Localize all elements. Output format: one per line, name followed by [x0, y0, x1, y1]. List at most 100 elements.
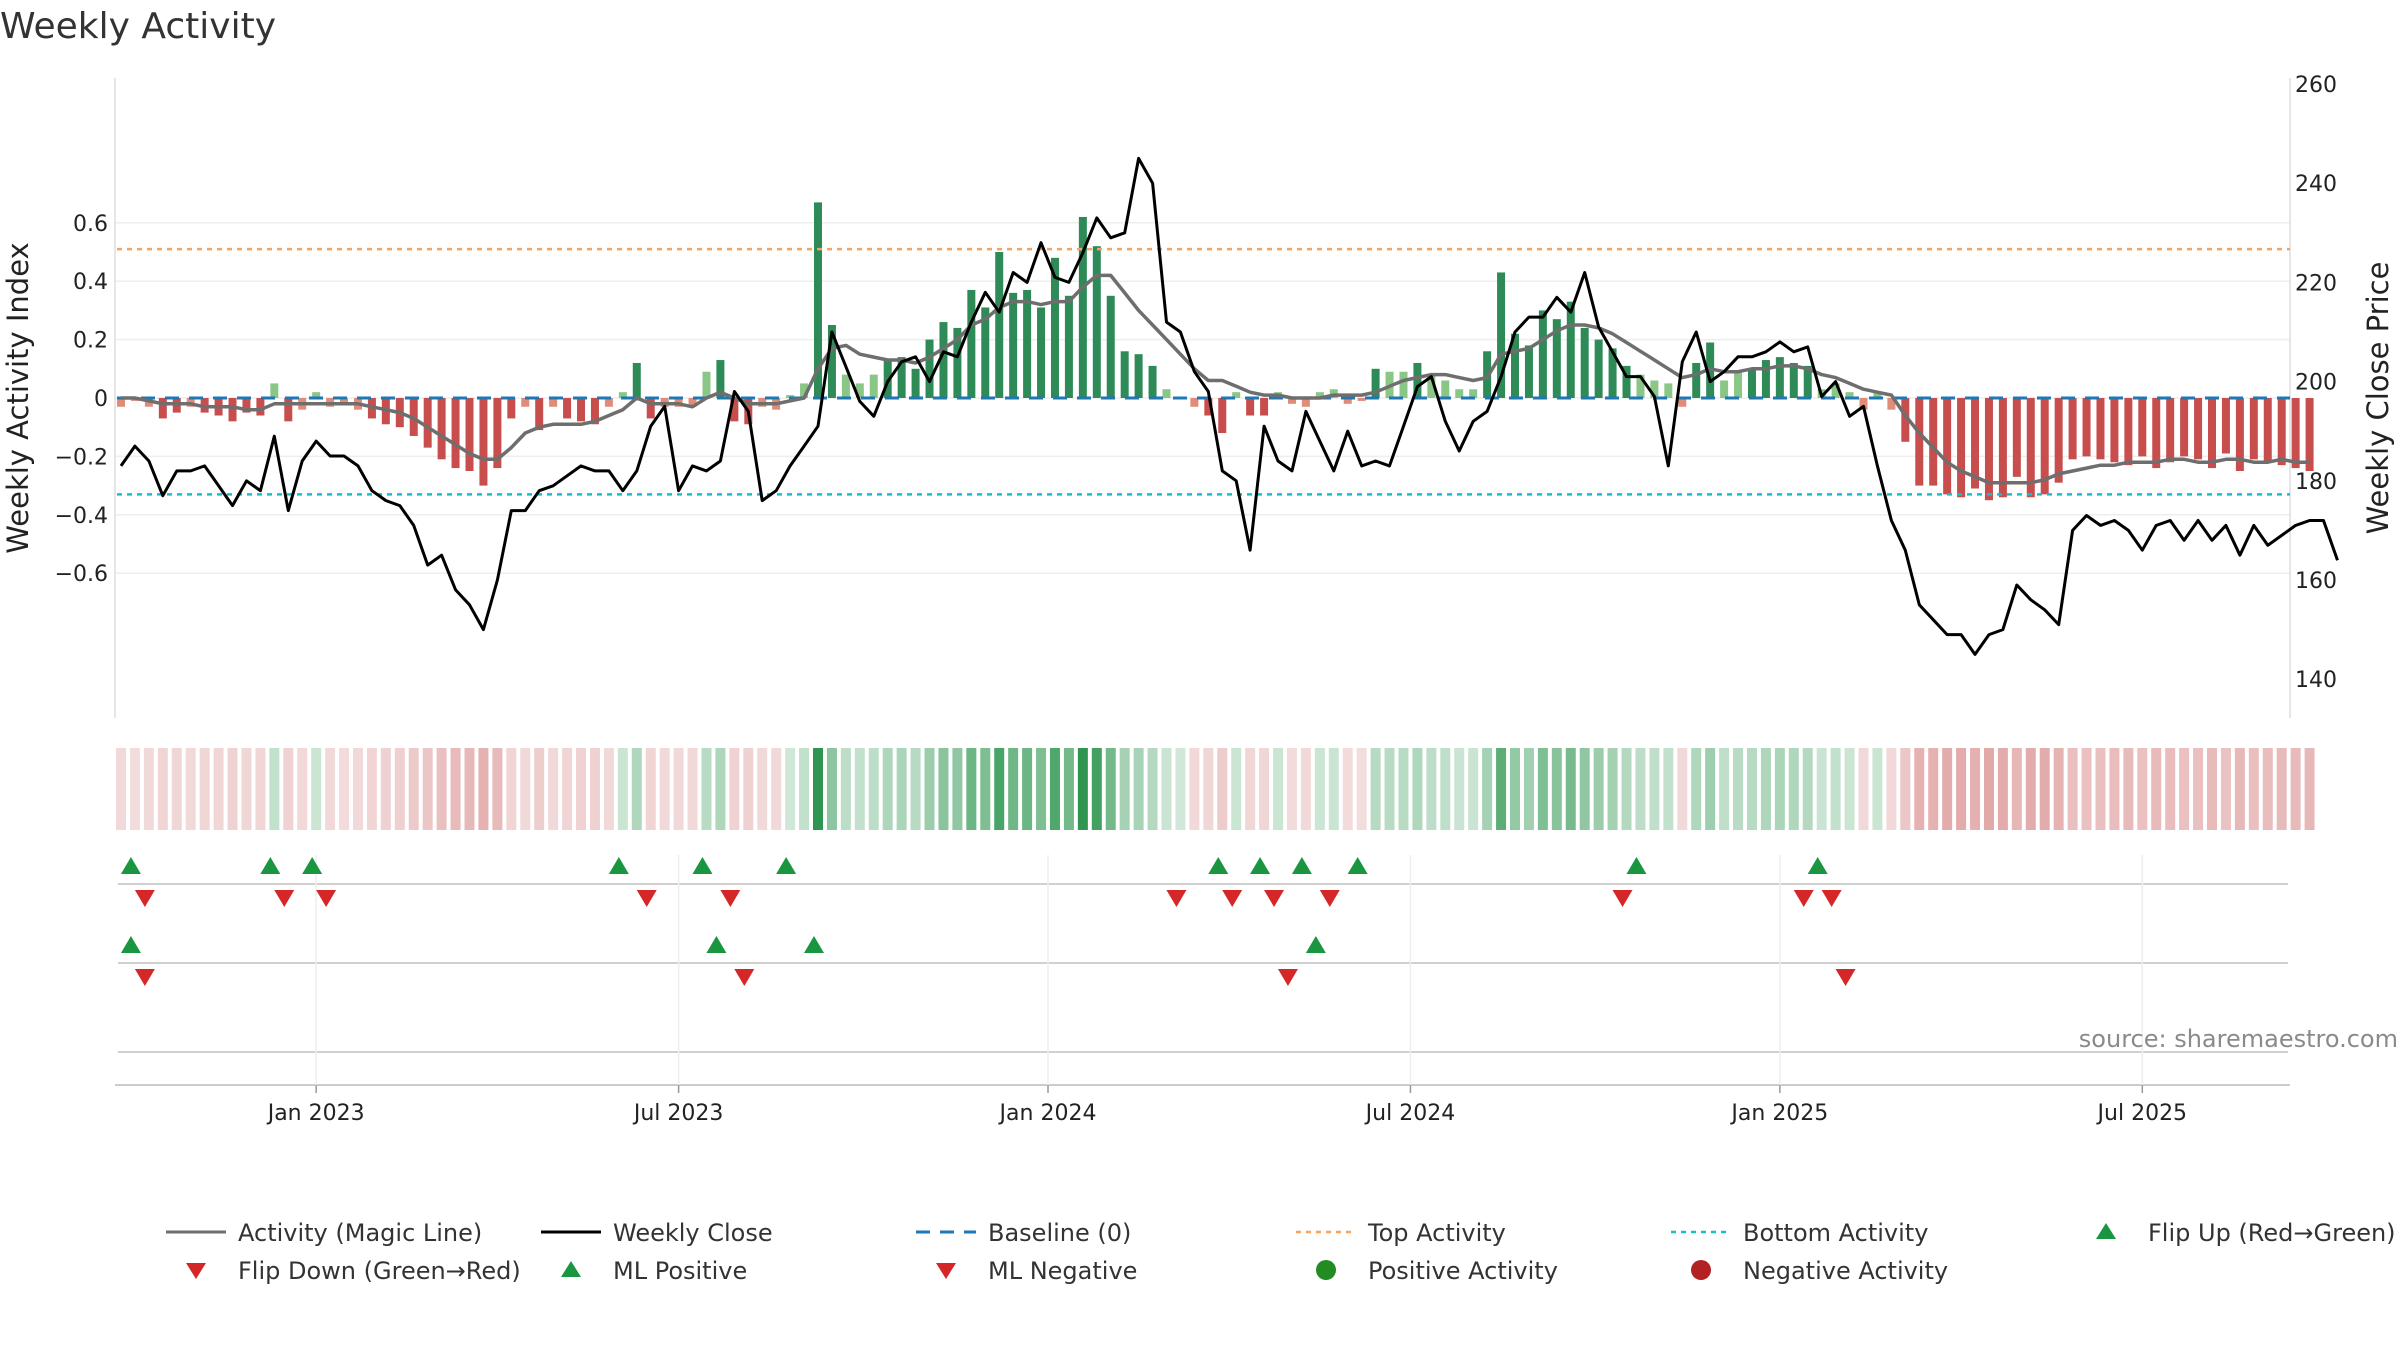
activity-bar-56	[897, 357, 906, 398]
heat-cell-93	[1412, 748, 1423, 830]
activity-bar-68	[1064, 295, 1073, 398]
flip-down-marker	[316, 890, 337, 907]
heat-cell-33	[576, 748, 587, 830]
activity-bar-93	[1413, 362, 1422, 398]
heat-cell-136	[2011, 748, 2022, 830]
heat-cell-94	[1426, 748, 1437, 830]
activity-bar-82	[1260, 398, 1269, 416]
activity-bar-92	[1399, 371, 1408, 398]
activity-bar-72	[1120, 351, 1129, 398]
heat-cell-29	[520, 748, 531, 830]
x-tick-label: Jul 2023	[632, 1101, 724, 1126]
activity-bar-116	[1734, 371, 1743, 398]
heat-cell-28	[506, 748, 517, 830]
flip-up-marker	[1208, 857, 1229, 874]
heat-cell-75	[1161, 748, 1172, 830]
flip-up-marker	[608, 857, 629, 874]
heat-cell-21	[408, 748, 419, 830]
activity-bar-12	[284, 398, 293, 422]
legend-label: Negative Activity	[1743, 1257, 1948, 1285]
activity-bar-126	[1873, 392, 1882, 398]
activity-bar-107	[1608, 348, 1617, 398]
activity-bar-145	[2138, 398, 2147, 457]
main-panel: 0.6 0.4 0.2 0 −0.2 −0.4 −0.6 260 240 220 200 180 16…	[1, 73, 2395, 718]
heat-cell-134	[1983, 748, 1994, 830]
activity-bar-75	[1162, 389, 1171, 398]
activity-bar-100	[1511, 333, 1519, 398]
heat-cell-2	[143, 748, 154, 830]
activity-bar-59	[939, 322, 948, 398]
heat-cell-113	[1691, 748, 1702, 830]
heat-cell-125	[1858, 748, 1869, 830]
y-tick-labels: 0.6 0.4 0.2 0 −0.2 −0.4 −0.6	[55, 212, 108, 587]
heat-cell-61	[966, 748, 977, 830]
heat-cell-151	[2220, 748, 2231, 830]
activity-bar-52	[841, 374, 850, 398]
heat-cell-150	[2207, 748, 2217, 830]
activity-bar-41	[688, 398, 697, 407]
flip-up-marker	[1291, 857, 1312, 874]
activity-bar-157	[2305, 398, 2314, 471]
y2-tick-label: 180	[2295, 470, 2337, 495]
activity-bar-25	[465, 398, 474, 471]
heat-cell-30	[534, 748, 545, 830]
activity-bar-53	[855, 383, 864, 398]
activity-bar-127	[1887, 398, 1896, 410]
y2-tick-label: 240	[2295, 172, 2337, 197]
flip-up-marker	[776, 857, 797, 874]
heat-cell-123	[1830, 748, 1841, 830]
heat-cell-103	[1551, 748, 1562, 830]
activity-bar-11	[270, 383, 279, 398]
heat-cell-80	[1231, 748, 1242, 830]
flip-up-marker	[1250, 857, 1271, 874]
ml-negative-marker	[1277, 969, 1298, 986]
flip-down-marker	[1319, 890, 1340, 907]
x-tick-label: Jul 2025	[2096, 1101, 2188, 1126]
flip-down-marker	[1222, 890, 1243, 907]
heat-cell-68	[1063, 748, 1074, 830]
activity-bar-124	[1845, 392, 1854, 398]
heat-cell-58	[924, 748, 935, 830]
activity-bar-103	[1552, 319, 1561, 398]
activity-bar-110	[1650, 380, 1659, 398]
heat-cell-27	[492, 748, 503, 830]
activity-bar-119	[1775, 357, 1784, 398]
activity-bar-30	[535, 398, 544, 431]
activity-bar-54	[869, 374, 878, 398]
heat-cell-15	[325, 748, 336, 830]
legend-label: Baseline (0)	[988, 1219, 1131, 1247]
legend-label: Top Activity	[1367, 1219, 1506, 1247]
activity-bar-0	[117, 398, 125, 407]
activity-bar-118	[1761, 360, 1770, 398]
flip-down-marker	[720, 890, 741, 907]
heat-cell-60	[952, 748, 963, 830]
activity-bar-27	[493, 398, 502, 469]
heat-cell-88	[1342, 748, 1353, 830]
heat-cell-100	[1510, 748, 1520, 830]
flip-up-marker	[1626, 857, 1647, 874]
activity-bar-146	[2152, 398, 2161, 469]
heat-cell-104	[1565, 748, 1576, 830]
heat-cell-96	[1454, 748, 1465, 830]
heat-cell-102	[1537, 748, 1548, 830]
signal-panel: Jan 2023 Jul 2023 Jan 2024 Jul 2024 Jan 2025…	[115, 855, 2398, 1126]
y2-tick-labels: 260 240 220 200 180 160 140	[2295, 73, 2337, 693]
activity-bar-99	[1497, 272, 1506, 398]
heat-cell-108	[1621, 748, 1632, 830]
heat-cell-38	[645, 748, 656, 830]
activity-bar-81	[1246, 398, 1255, 416]
heat-cell-7	[213, 748, 224, 830]
heat-cell-6	[199, 748, 210, 830]
flip-down-marker	[134, 890, 155, 907]
heat-cell-34	[589, 748, 600, 830]
activity-bar-50	[814, 202, 822, 398]
flip-down-marker	[1264, 890, 1285, 907]
activity-bar-61	[967, 289, 976, 398]
activity-bar-115	[1720, 380, 1729, 398]
legend-label: Bottom Activity	[1743, 1219, 1928, 1247]
legend-swatch-up-triangle	[561, 1261, 581, 1277]
y-tick-label: −0.4	[55, 504, 108, 529]
activity-bar-10	[256, 398, 265, 416]
ml-positive-marker	[804, 936, 824, 953]
y-tick-label: 0.2	[73, 329, 108, 354]
